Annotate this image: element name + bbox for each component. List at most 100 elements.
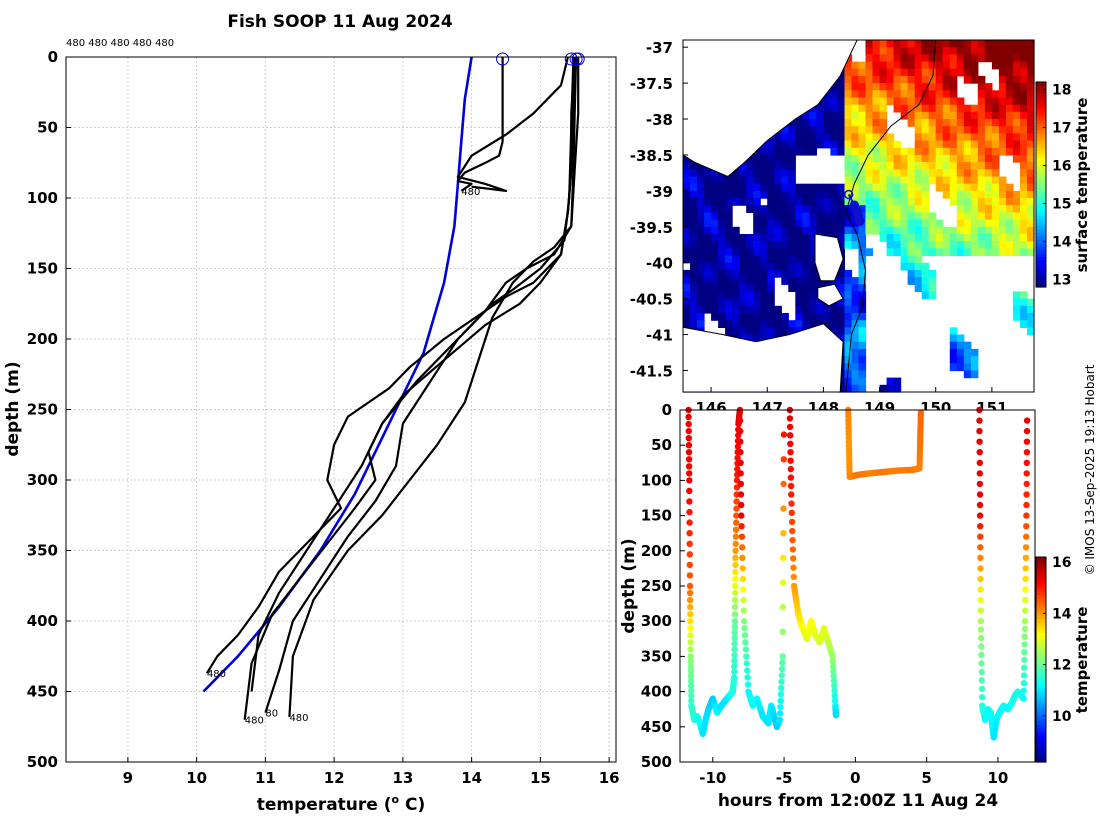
cape-barren-island: [817, 283, 844, 307]
sst-cell: [977, 54, 986, 63]
sst-colorbar-step: [1036, 201, 1046, 206]
sst-cell: [823, 119, 831, 127]
sst-cell: [907, 262, 916, 271]
section-colorbar-step: [1036, 574, 1046, 579]
sst-cell: [746, 269, 754, 278]
sst-cell: [956, 234, 965, 242]
sst-cell: [886, 162, 895, 170]
sst-cell: [788, 140, 796, 149]
sst-cell: [1027, 219, 1035, 228]
sst-colorbar-step: [1036, 246, 1046, 250]
sst-cell: [725, 241, 733, 249]
sst-cell: [858, 356, 867, 364]
sst-map-y-ticks: -37-37.5-38-38.5-39-39.5-40-40.5-41-41.5: [630, 39, 688, 380]
sst-cell: [900, 90, 909, 99]
sst-cell: [802, 284, 810, 292]
section-point: [1021, 625, 1029, 633]
sst-cell: [928, 83, 937, 91]
sst-cell: [928, 241, 937, 249]
sst-cell: [921, 147, 930, 156]
sst-cell: [830, 205, 838, 213]
section-point: [737, 438, 744, 445]
sst-cell: [879, 83, 888, 91]
sst-cell: [879, 154, 888, 163]
sst-cell: [858, 269, 867, 278]
sst-cell: [809, 226, 817, 235]
section-point: [977, 626, 985, 633]
section-y-tick-label: 0: [662, 401, 672, 419]
sst-cell: [795, 147, 803, 156]
profile-y-tick-label: 100: [27, 189, 58, 207]
sst-cell: [858, 162, 867, 170]
section-point: [731, 596, 739, 604]
sst-cell: [998, 83, 1007, 91]
sst-cell: [788, 284, 796, 292]
sst-cell: [977, 111, 986, 120]
sst-colorbar-frame: [1035, 81, 1047, 288]
sst-cell: [711, 248, 719, 257]
section-point: [788, 509, 795, 516]
sst-cell: [921, 291, 930, 300]
sst-cell: [753, 176, 761, 185]
section-colorbar-step: [1036, 604, 1046, 609]
sst-cell: [991, 226, 1000, 235]
sst-cell: [697, 183, 705, 192]
sst-cell: [921, 162, 930, 170]
sst-cell: [683, 255, 691, 264]
sst-cell: [725, 269, 733, 278]
section-point: [742, 639, 749, 646]
sst-cell: [921, 154, 930, 163]
section-point: [978, 651, 985, 659]
sst-cell: [781, 140, 789, 149]
sst-cell: [858, 241, 867, 249]
sst-cell: [739, 183, 747, 192]
sst-cell: [963, 119, 972, 127]
sst-cell: [697, 269, 705, 278]
sst-cell: [956, 205, 965, 213]
sst-cell: [998, 126, 1007, 134]
sst-cell: [928, 111, 937, 120]
sst-cell: [830, 83, 838, 91]
section-point: [739, 575, 747, 583]
sst-cell: [1005, 212, 1014, 221]
sst-cell: [753, 313, 761, 321]
sst-cell: [998, 219, 1007, 228]
sst-cell: [725, 226, 733, 235]
profile-drop-label: 80: [265, 709, 278, 720]
sst-colorbar-step: [1036, 263, 1046, 268]
sst-cell: [970, 54, 979, 63]
sst-cell: [998, 205, 1007, 213]
sst-cell: [781, 169, 789, 178]
sst-cell: [949, 234, 958, 242]
sst-cell: [879, 169, 888, 178]
sst-cell: [1012, 234, 1021, 242]
sst-cell: [760, 234, 768, 242]
sst-cell: [935, 162, 944, 170]
sst-cell: [1020, 219, 1028, 228]
sst-cell: [795, 269, 803, 278]
sst-cell: [830, 212, 838, 221]
section-point: [733, 498, 740, 505]
sst-cell: [949, 183, 958, 192]
sst-cell: [858, 313, 867, 321]
section-point: [780, 431, 788, 438]
section-point: [977, 544, 984, 551]
section-point: [1023, 470, 1030, 477]
sst-cell: [732, 327, 740, 336]
sst-cell: [900, 212, 909, 221]
section-colorbar-step: [1036, 625, 1046, 630]
sst-cell: [970, 248, 979, 257]
sst-cell: [718, 262, 726, 271]
sst-cell: [858, 363, 867, 372]
section-point: [731, 668, 738, 676]
sst-cell: [949, 363, 958, 372]
sst-cell: [907, 154, 916, 163]
sst-cell: [998, 241, 1007, 249]
sst-cell: [949, 327, 958, 336]
section-colorbar-step: [1036, 717, 1046, 722]
section-point: [1023, 438, 1031, 445]
sst-cell: [774, 262, 782, 271]
sst-cell: [886, 183, 895, 192]
sst-cell: [977, 169, 986, 178]
sst-cell: [746, 234, 754, 242]
